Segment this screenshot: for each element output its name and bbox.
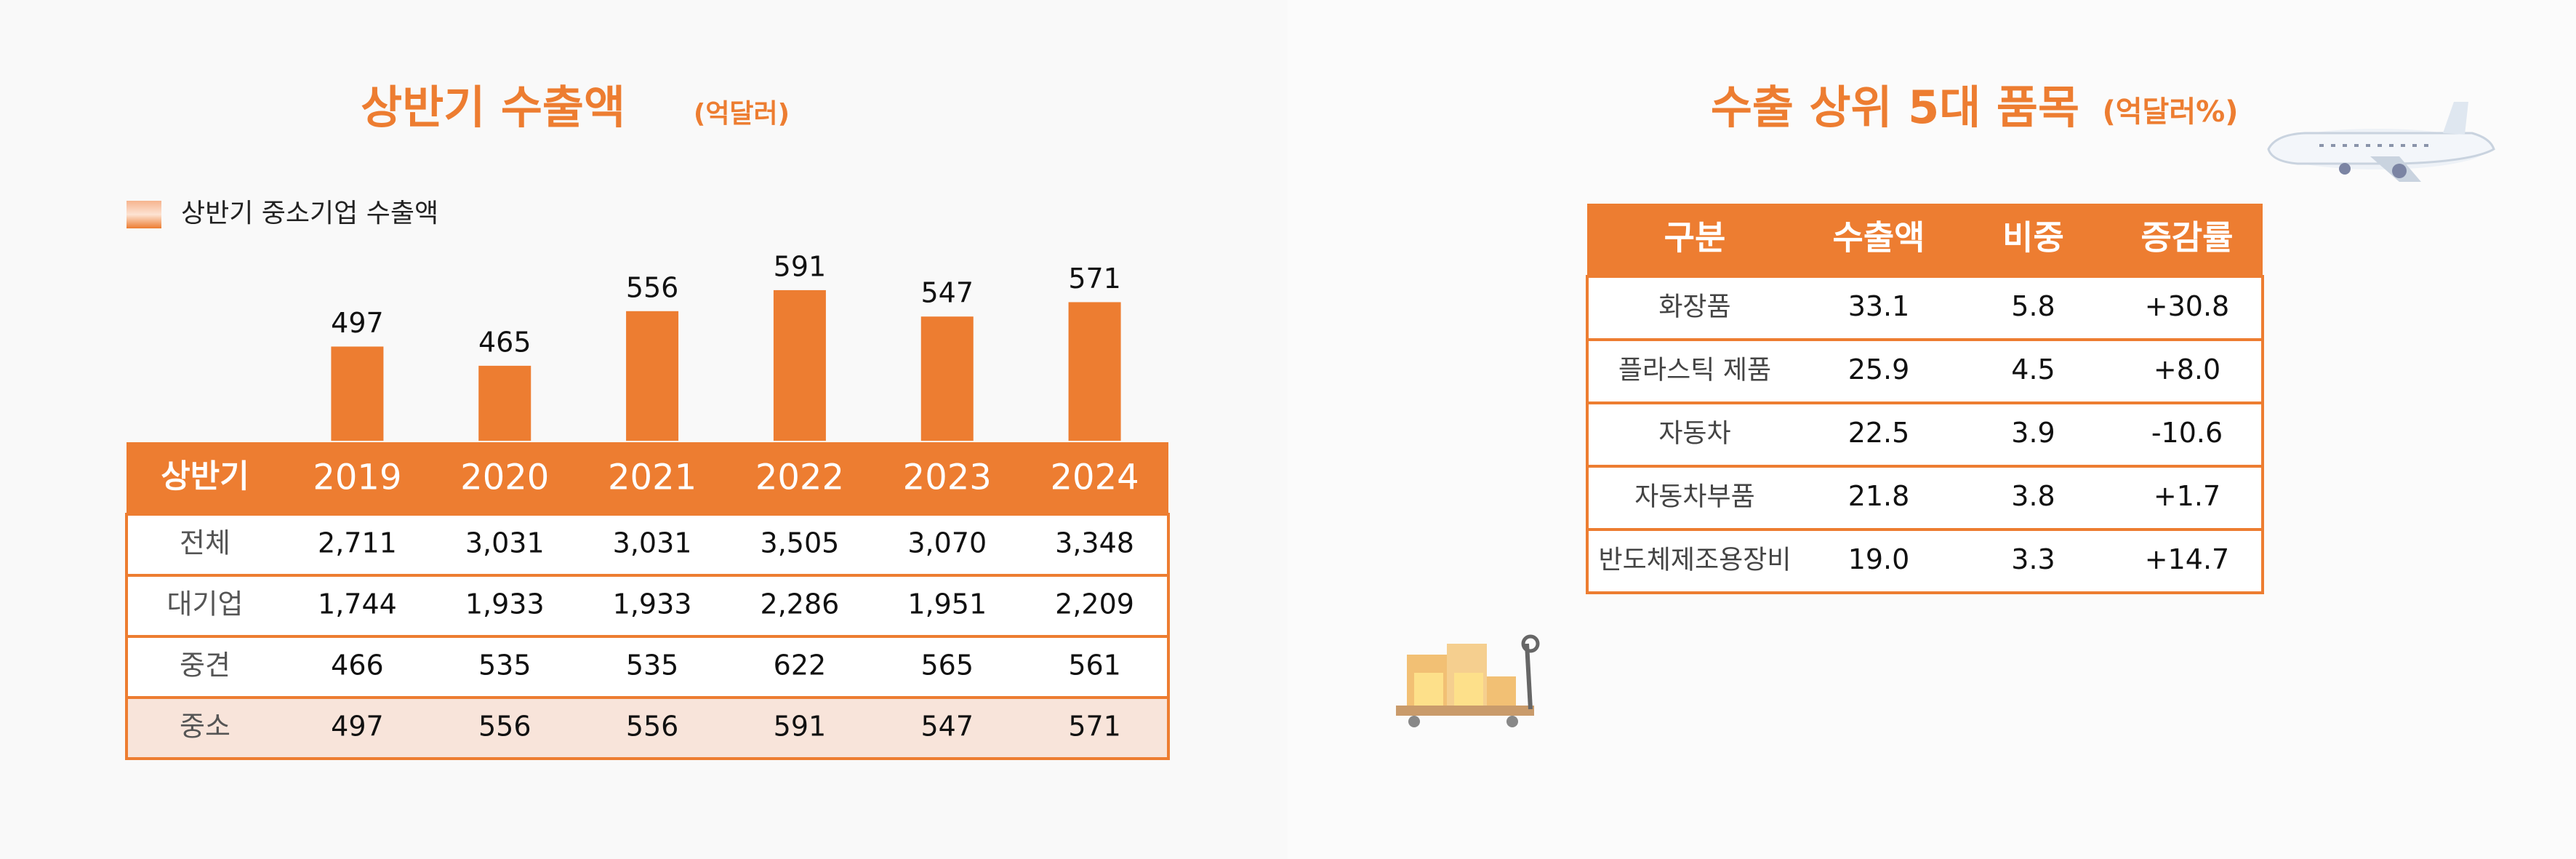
- right-table-cell: 3.3: [2011, 543, 2055, 575]
- table-cell: 571: [1068, 711, 1121, 743]
- right-table-cell: 22.5: [1848, 417, 1910, 449]
- bar-value-label: 547: [920, 277, 974, 309]
- right-header-bg: [1587, 204, 2263, 276]
- legend-swatch: [127, 201, 161, 228]
- chart-subtitle: (억달러): [694, 99, 790, 129]
- bar-value-label: 591: [774, 250, 827, 282]
- table-cell: 1,951: [907, 588, 987, 620]
- right-table-cell: 21.8: [1848, 480, 1910, 512]
- item-label: 플라스틱 제품: [1618, 356, 1771, 385]
- right-table-row: [1586, 275, 2264, 341]
- right-table-cell: -10.6: [2151, 417, 2223, 449]
- bar: [1068, 302, 1121, 441]
- legend-label: 상반기 중소기업 수출액: [181, 199, 438, 228]
- right-table-cell: 19.0: [1848, 543, 1910, 575]
- x-tick-label: 2024: [1051, 458, 1139, 498]
- right-title: 수출 상위 5대 품목: [1711, 81, 2079, 134]
- right-table-row: [1586, 528, 2264, 594]
- table-cell: 591: [774, 711, 827, 743]
- table-cell: 556: [626, 711, 679, 743]
- right-table-cell: +14.7: [2145, 543, 2229, 575]
- bar-value-label: 497: [331, 307, 384, 339]
- chart-title: 상반기 수출액: [361, 81, 625, 134]
- bar-value-label: 571: [1068, 263, 1121, 295]
- pallet-icon: [1396, 634, 1540, 727]
- table-cell: 1,933: [613, 588, 692, 620]
- right-subtitle: (억달러%): [2102, 95, 2238, 129]
- airplane-icon: [2267, 102, 2495, 182]
- table-row: [125, 635, 1170, 699]
- right-header-cell: 증감률: [2141, 218, 2234, 257]
- right-table-cell: 25.9: [1848, 353, 1910, 385]
- table-cell: 622: [774, 650, 827, 682]
- table-row: [125, 696, 1170, 760]
- table-header-bg: [127, 442, 1168, 514]
- x-tick-label: 2023: [903, 458, 992, 498]
- bar: [478, 365, 531, 441]
- table-cell: 1,744: [318, 588, 397, 620]
- table-cell: 535: [478, 650, 531, 682]
- right-table-row: [1586, 465, 2264, 531]
- bar-value-label: 465: [478, 326, 531, 358]
- table-cell: 565: [920, 650, 974, 682]
- right-table-cell: 5.8: [2011, 290, 2055, 322]
- table-cell: 3,031: [465, 527, 545, 559]
- table-cell: 547: [920, 711, 974, 743]
- table-cell: 3,505: [761, 527, 840, 559]
- table-cell: 2,286: [761, 588, 840, 620]
- right-table-cell: +1.7: [2154, 480, 2220, 512]
- bar-value-label: 556: [626, 271, 679, 303]
- table-cell: 3,070: [907, 527, 987, 559]
- row-label: 전체: [180, 527, 230, 559]
- right-table-cell: 3.8: [2011, 480, 2055, 512]
- bar: [920, 316, 974, 441]
- item-label: 자동차: [1658, 419, 1730, 449]
- right-table-cell: 33.1: [1848, 290, 1910, 322]
- x-tick-label: 2019: [313, 458, 401, 498]
- bar: [773, 289, 826, 441]
- row-label: 중소: [180, 711, 230, 743]
- item-label: 반도체제조용장비: [1599, 546, 1791, 575]
- row-label: 대기업: [167, 588, 244, 620]
- table-cell: 556: [478, 711, 531, 743]
- right-table-cell: +8.0: [2154, 353, 2220, 385]
- table-cell: 1,933: [465, 588, 545, 620]
- x-tick-label: 2021: [608, 458, 697, 498]
- right-header-cell: 수출액: [1833, 218, 1925, 257]
- right-table-cell: 3.9: [2011, 417, 2055, 449]
- bar: [626, 311, 679, 441]
- table-cell: 497: [331, 711, 384, 743]
- table-row: [125, 513, 1170, 577]
- right-header-cell: 구분: [1664, 218, 1726, 257]
- table-cell: 535: [626, 650, 679, 682]
- right-table-cell: +30.8: [2145, 290, 2229, 322]
- table-cell: 3,348: [1055, 527, 1134, 559]
- x-tick-label: 2020: [460, 458, 549, 498]
- table-corner: 상반기: [161, 458, 249, 495]
- table-cell: 2,711: [318, 527, 397, 559]
- right-header-cell: 비중: [2002, 218, 2064, 257]
- table-cell: 561: [1068, 650, 1121, 682]
- table-cell: 3,031: [613, 527, 692, 559]
- row-label: 중견: [180, 650, 230, 682]
- bar: [331, 346, 384, 441]
- table-row: [125, 574, 1170, 638]
- table-cell: 466: [331, 650, 384, 682]
- right-table-cell: 4.5: [2011, 353, 2055, 385]
- x-tick-label: 2022: [755, 458, 844, 498]
- item-label: 자동차부품: [1634, 482, 1755, 512]
- table-cell: 2,209: [1055, 588, 1134, 620]
- item-label: 화장품: [1658, 292, 1730, 322]
